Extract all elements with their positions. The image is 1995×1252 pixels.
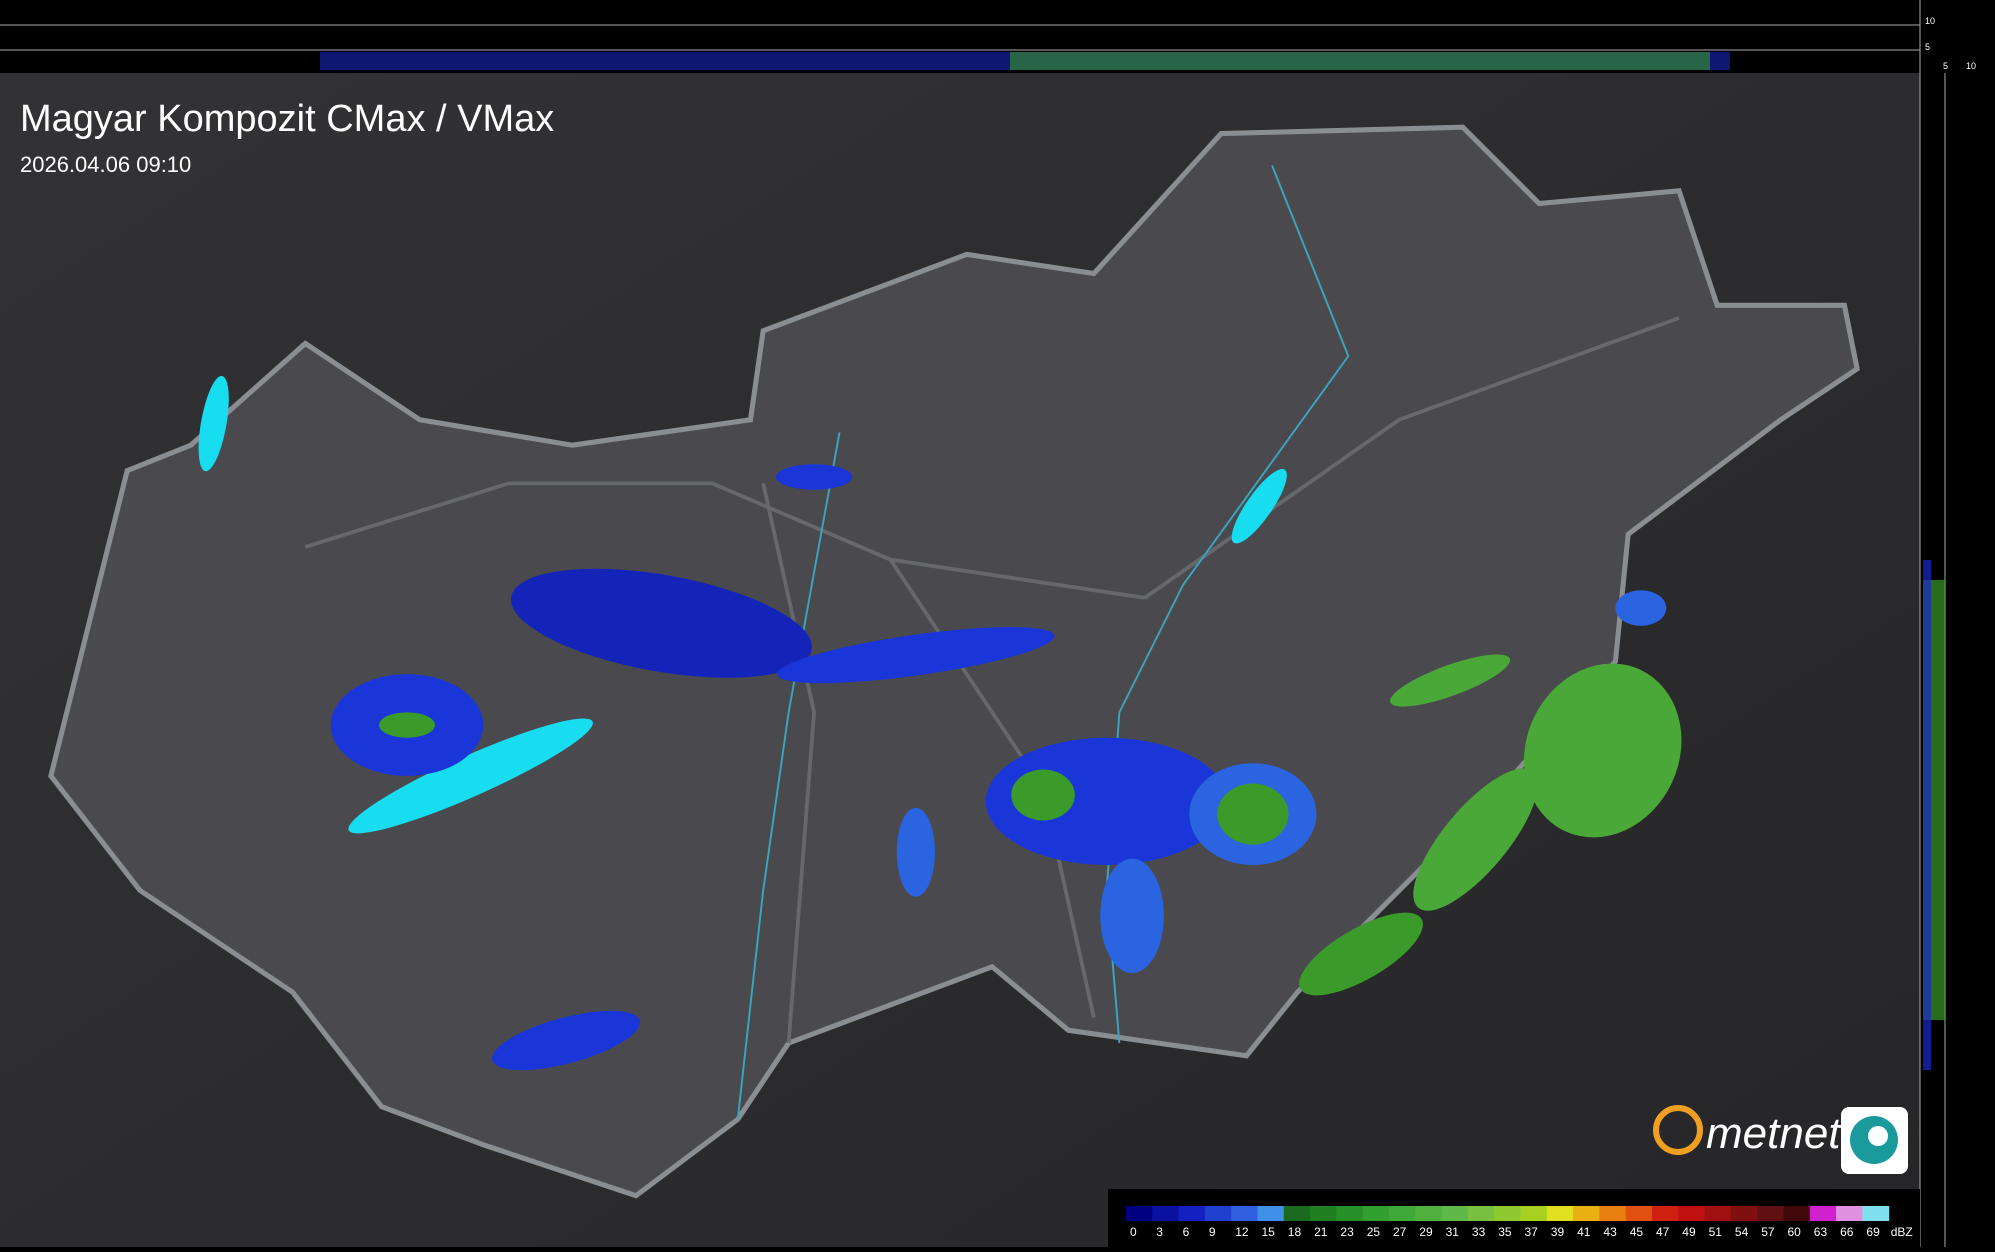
logo-sun xyxy=(1653,1105,1703,1155)
legend-swatch xyxy=(1783,1206,1811,1221)
legend-unit: dBZ xyxy=(1891,1225,1913,1239)
legend-label: 9 xyxy=(1209,1225,1216,1239)
legend-label: 63 xyxy=(1814,1225,1828,1239)
legend-label: 41 xyxy=(1577,1225,1591,1239)
map-timestamp: 2026.04.06 09:10 xyxy=(20,152,191,177)
legend-swatch xyxy=(1204,1206,1232,1221)
map-title: Magyar Kompozit CMax / VMax xyxy=(20,98,554,140)
legend-swatch xyxy=(1599,1206,1627,1221)
legend-swatch xyxy=(1415,1206,1443,1221)
legend-label: 33 xyxy=(1472,1225,1486,1239)
echo xyxy=(1615,590,1667,626)
side-axis-label: 10 xyxy=(1966,61,1976,71)
profile-echo xyxy=(1923,560,1931,1070)
legend-swatch xyxy=(1362,1206,1390,1221)
legend-label: 6 xyxy=(1183,1225,1190,1239)
logo: metnet xyxy=(1653,1105,1908,1174)
legend-label: 66 xyxy=(1840,1225,1854,1239)
legend-label: 27 xyxy=(1393,1225,1407,1239)
echo xyxy=(985,737,1228,865)
echo xyxy=(777,627,1055,684)
legend-swatch xyxy=(1520,1206,1548,1221)
legend-label: 35 xyxy=(1498,1225,1512,1239)
legend-label: 18 xyxy=(1288,1225,1302,1239)
logo-icon-swirl xyxy=(1868,1126,1888,1146)
legend-label: 45 xyxy=(1630,1225,1644,1239)
legend-swatch xyxy=(1467,1206,1495,1221)
legend-swatch xyxy=(1678,1206,1706,1221)
legend-swatch xyxy=(1494,1206,1521,1221)
legend-label: 3 xyxy=(1156,1225,1163,1239)
legend-swatch xyxy=(1546,1206,1574,1221)
echo xyxy=(1523,663,1682,838)
legend-swatch xyxy=(1389,1206,1416,1221)
legend-swatch xyxy=(1152,1206,1180,1221)
legend-swatch xyxy=(1836,1206,1863,1221)
legend-label: 25 xyxy=(1367,1225,1381,1239)
legend-label: 37 xyxy=(1525,1225,1539,1239)
legend-swatch xyxy=(1178,1206,1206,1221)
legend-label: 0 xyxy=(1130,1225,1137,1239)
echo xyxy=(1413,768,1538,911)
legend-label: 31 xyxy=(1446,1225,1460,1239)
legend-label: 69 xyxy=(1866,1225,1880,1239)
echo xyxy=(1100,858,1164,974)
legend-label: 43 xyxy=(1603,1225,1617,1239)
legend-label: 39 xyxy=(1551,1225,1565,1239)
legend-label: 57 xyxy=(1761,1225,1775,1239)
legend: 0 3 6 9 12 15 18 21 23 25 27 29 31 33 35 37 39 41 43 45 47 49… xyxy=(1126,1206,1913,1239)
legend-label: 12 xyxy=(1235,1225,1249,1239)
lake-ferto xyxy=(198,375,229,472)
legend-swatch xyxy=(1862,1206,1890,1221)
echo xyxy=(1299,912,1423,996)
echo xyxy=(775,464,853,490)
legend-swatch xyxy=(1231,1206,1258,1221)
echo xyxy=(896,807,935,897)
legend-label: 54 xyxy=(1735,1225,1749,1239)
echo xyxy=(1217,783,1289,845)
legend-label: 23 xyxy=(1340,1225,1354,1239)
legend-label: 51 xyxy=(1709,1225,1723,1239)
legend-label: 21 xyxy=(1314,1225,1328,1239)
legend-swatch xyxy=(1126,1206,1153,1221)
roads xyxy=(304,316,1680,1044)
side-axis-label: 5 xyxy=(1943,61,1948,71)
legend-swatch xyxy=(1283,1206,1311,1221)
echo xyxy=(510,568,812,678)
legend-label: 29 xyxy=(1419,1225,1433,1239)
lake-tisza xyxy=(1231,469,1287,544)
echo xyxy=(1390,654,1511,707)
legend-swatch xyxy=(1730,1206,1758,1221)
legend-swatch xyxy=(1625,1206,1653,1221)
legend-swatch xyxy=(1757,1206,1784,1221)
legend-swatch xyxy=(1573,1206,1600,1221)
echo xyxy=(379,712,436,738)
country-layer xyxy=(48,124,1860,1199)
legend-label: 60 xyxy=(1788,1225,1802,1239)
legend-swatch xyxy=(1441,1206,1469,1221)
legend-label: 47 xyxy=(1656,1225,1670,1239)
legend-swatch xyxy=(1257,1206,1285,1221)
legend-label: 15 xyxy=(1262,1225,1276,1239)
side-axis-label: 5 xyxy=(1925,42,1930,52)
radar-echoes xyxy=(330,464,1682,1071)
echo xyxy=(492,1010,640,1071)
legend-swatch xyxy=(1809,1206,1837,1221)
logo-text: metnet xyxy=(1706,1109,1842,1158)
legend-label: 49 xyxy=(1682,1225,1696,1239)
echo xyxy=(1011,769,1075,821)
legend-swatch xyxy=(1336,1206,1364,1221)
profile-echo xyxy=(1010,52,1710,70)
legend-swatch xyxy=(1652,1206,1679,1221)
lake-balaton xyxy=(348,718,593,834)
legend-swatch xyxy=(1310,1206,1337,1221)
legend-swatch xyxy=(1704,1206,1732,1221)
side-axis-label: 10 xyxy=(1925,16,1935,26)
